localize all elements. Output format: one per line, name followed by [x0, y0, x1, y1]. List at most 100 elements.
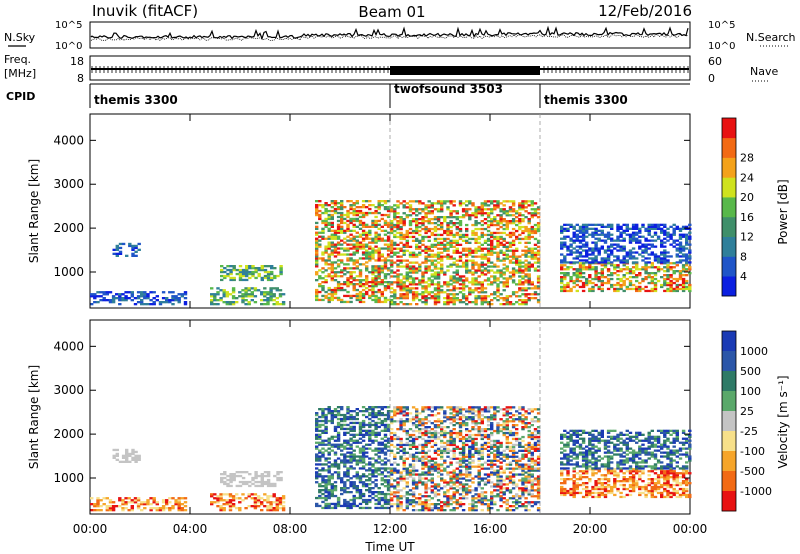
echo-cell	[349, 294, 353, 298]
echo-cell	[666, 251, 670, 254]
echo-cell	[440, 433, 444, 437]
echo-cell	[471, 263, 475, 266]
echo-cell	[440, 457, 444, 460]
echo-cell	[355, 261, 359, 264]
echo-cell	[518, 241, 522, 244]
echo-cell	[493, 216, 497, 219]
echo-cell	[594, 268, 598, 271]
echo-cell	[436, 293, 441, 296]
echo-cell	[393, 208, 397, 211]
echo-cell	[380, 259, 384, 262]
echo-cell	[108, 291, 113, 294]
echo-cell	[408, 439, 413, 443]
echo-cell	[393, 479, 397, 482]
echo-cell	[610, 237, 614, 240]
echo-cell	[371, 406, 375, 409]
echo-cell	[600, 276, 604, 279]
echo-cell	[386, 500, 391, 504]
echo-cell	[343, 300, 347, 304]
echo-cell	[411, 483, 416, 486]
echo-cell	[108, 505, 113, 508]
power-colorbar-label: Power [dB]	[776, 179, 790, 244]
echo-cell	[446, 297, 450, 300]
echo-cell	[452, 289, 456, 292]
echo-cell	[336, 445, 341, 448]
frequency-panel-frame	[89, 55, 691, 81]
echo-cell	[424, 231, 428, 235]
echo-cell	[315, 457, 319, 460]
echo-cell	[524, 279, 528, 282]
echo-cell	[515, 263, 519, 266]
echo-cell	[390, 220, 394, 223]
echo-cell	[247, 303, 251, 306]
echo-cell	[108, 509, 113, 512]
echo-cell	[458, 237, 463, 241]
echo-cell	[408, 455, 413, 458]
echo-cell	[321, 429, 325, 432]
echo-cell	[518, 295, 522, 298]
echo-cell	[371, 251, 375, 254]
echo-cell	[399, 473, 403, 476]
echo-cell	[499, 222, 503, 225]
echo-cell	[365, 277, 369, 280]
echo-cell	[424, 257, 428, 260]
echo-cell	[330, 245, 334, 248]
echo-cell	[278, 503, 283, 506]
echo-cell	[115, 246, 119, 250]
echo-cell	[355, 267, 359, 270]
colorbar-tick-label: 28	[740, 152, 754, 165]
echo-cell	[393, 271, 397, 274]
echo-cell	[415, 287, 419, 290]
echo-cell	[421, 424, 425, 427]
echo-cell	[575, 277, 579, 281]
echo-cell	[149, 497, 153, 500]
echo-cell	[436, 424, 441, 427]
echo-cell	[421, 275, 425, 278]
echo-cell	[585, 253, 589, 256]
echo-cell	[585, 279, 589, 283]
echo-cell	[641, 277, 645, 281]
echo-cell	[418, 428, 422, 431]
echo-cell	[275, 501, 279, 504]
echo-cell	[275, 301, 279, 304]
echo-cell	[358, 235, 363, 238]
echo-cell	[374, 415, 378, 419]
echo-cell	[446, 505, 450, 508]
echo-cell	[477, 287, 481, 290]
echo-cell	[408, 463, 413, 466]
echo-cell	[327, 494, 331, 498]
echo-cell	[515, 223, 519, 227]
echo-cell	[361, 283, 366, 286]
echo-cell	[606, 259, 611, 262]
echo-cell	[321, 281, 325, 284]
echo-cell	[511, 251, 516, 254]
echo-cell	[443, 445, 447, 448]
echo-cell	[222, 493, 226, 496]
echo-cell	[424, 499, 428, 502]
echo-cell	[427, 473, 431, 476]
echo-cell	[171, 303, 175, 306]
echo-cell	[585, 261, 589, 264]
echo-cell	[656, 259, 661, 262]
echo-cell	[490, 235, 494, 239]
echo-cell	[333, 489, 338, 492]
echo-cell	[276, 473, 280, 476]
echo-cell	[315, 265, 319, 268]
echo-cell	[408, 443, 413, 447]
echo-cell	[483, 202, 488, 205]
echo-cell	[480, 261, 484, 264]
echo-cell	[474, 222, 478, 225]
echo-cell	[140, 295, 144, 298]
echo-cell	[536, 293, 541, 296]
echo-cell	[383, 202, 388, 205]
echo-cell	[361, 294, 366, 298]
echo-cell	[390, 269, 394, 272]
echo-cell	[461, 301, 466, 304]
echo-cell	[600, 223, 604, 226]
echo-cell	[483, 255, 488, 258]
echo-cell	[430, 233, 434, 237]
echo-cell	[524, 265, 528, 268]
cpid-strip: CPID themis 3300 twofsound 3503 themis 3…	[6, 82, 690, 108]
echo-cell	[653, 231, 658, 234]
echo-cell	[424, 416, 428, 419]
